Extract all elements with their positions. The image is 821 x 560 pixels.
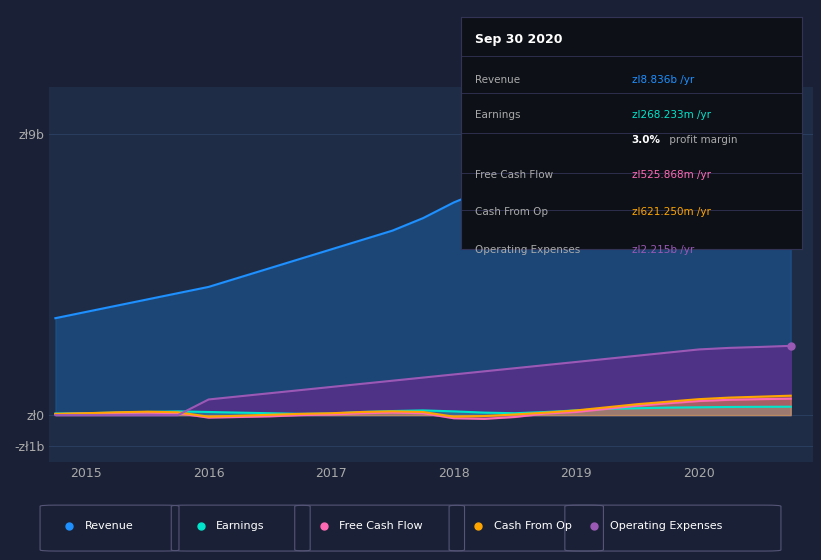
Text: Earnings: Earnings bbox=[475, 110, 521, 120]
Text: zl268.233m /yr: zl268.233m /yr bbox=[632, 110, 711, 120]
Text: Earnings: Earnings bbox=[216, 521, 264, 531]
Text: zl525.868m /yr: zl525.868m /yr bbox=[632, 170, 711, 180]
Text: Operating Expenses: Operating Expenses bbox=[610, 521, 722, 531]
Text: zl8.836b /yr: zl8.836b /yr bbox=[632, 75, 694, 85]
Text: Cash From Op: Cash From Op bbox=[494, 521, 571, 531]
Text: Revenue: Revenue bbox=[475, 75, 521, 85]
Text: Free Cash Flow: Free Cash Flow bbox=[340, 521, 423, 531]
Text: profit margin: profit margin bbox=[666, 136, 737, 146]
Text: Operating Expenses: Operating Expenses bbox=[475, 245, 580, 255]
Text: Cash From Op: Cash From Op bbox=[475, 207, 548, 217]
Text: 3.0%: 3.0% bbox=[632, 136, 661, 146]
Text: zl2.215b /yr: zl2.215b /yr bbox=[632, 245, 694, 255]
Text: Revenue: Revenue bbox=[85, 521, 134, 531]
Text: zl621.250m /yr: zl621.250m /yr bbox=[632, 207, 711, 217]
Text: Sep 30 2020: Sep 30 2020 bbox=[475, 33, 562, 46]
Text: Free Cash Flow: Free Cash Flow bbox=[475, 170, 553, 180]
